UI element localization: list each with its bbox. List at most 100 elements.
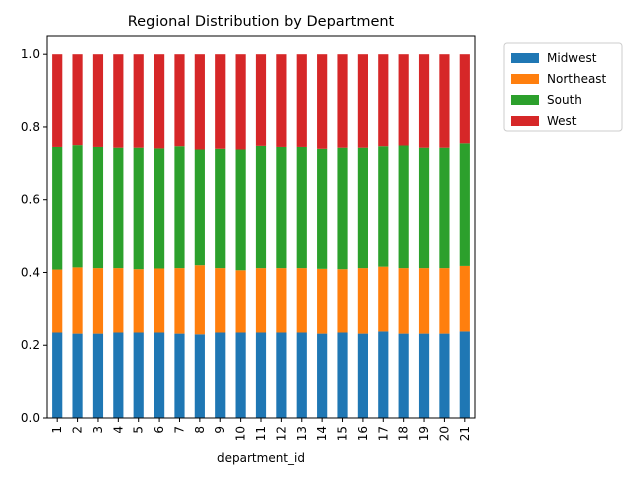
bar-segment-northeast-21: [459, 265, 470, 332]
bar-segment-south-2: [72, 145, 83, 268]
bar-segment-west-15: [337, 54, 348, 148]
bar-segment-south-14: [317, 148, 328, 269]
x-tick-label: 14: [315, 426, 329, 441]
bar-segment-northeast-8: [194, 265, 205, 335]
bar-segment-midwest-5: [133, 332, 144, 418]
bar-segment-south-12: [276, 146, 287, 269]
bar-segment-midwest-18: [398, 333, 409, 418]
bar-segment-northeast-2: [72, 267, 83, 334]
legend-swatch-midwest: [511, 53, 539, 63]
bar-segment-northeast-18: [398, 268, 409, 334]
bar-segment-midwest-20: [439, 333, 450, 418]
y-tick-label: 1.0: [21, 47, 40, 61]
bar-segment-northeast-20: [439, 268, 450, 334]
x-tick-label: 1: [50, 426, 64, 434]
x-tick-label: 9: [213, 426, 227, 434]
bar-segment-northeast-19: [418, 268, 430, 334]
bar-segment-south-4: [113, 147, 124, 269]
bar-segment-south-7: [174, 146, 185, 269]
x-tick-label: 13: [295, 426, 309, 441]
bar-segment-west-21: [459, 54, 470, 144]
x-tick-label: 12: [274, 426, 288, 441]
bar-segment-west-2: [72, 54, 83, 146]
y-tick-label: 0.4: [21, 265, 40, 279]
bar-segment-midwest-15: [337, 332, 348, 418]
legend-swatch-northeast: [511, 74, 539, 84]
bar-segment-midwest-7: [174, 333, 185, 418]
bar-segment-northeast-6: [154, 268, 165, 333]
x-tick-label: 7: [172, 426, 186, 434]
x-tick-label: 15: [336, 426, 350, 441]
bar-segment-south-8: [194, 149, 205, 266]
bar-segment-west-13: [296, 54, 307, 147]
legend-swatch-west: [511, 116, 539, 126]
bar-segment-west-6: [154, 54, 165, 149]
bar-segment-northeast-1: [52, 269, 63, 333]
legend-label-northeast: Northeast: [547, 72, 607, 86]
x-tick-label: 2: [71, 426, 85, 434]
x-tick-label: 20: [437, 426, 451, 441]
x-tick-label: 5: [132, 426, 146, 434]
bar-segment-midwest-11: [255, 332, 267, 418]
bar-segment-midwest-16: [357, 333, 368, 418]
y-tick-label: 0.2: [21, 338, 40, 352]
bar-segment-west-17: [378, 54, 389, 147]
bar-segment-south-16: [357, 147, 368, 269]
bar-segment-midwest-12: [276, 332, 287, 418]
x-tick-label: 17: [376, 426, 390, 441]
bar-segment-northeast-5: [133, 269, 144, 333]
bar-segment-south-15: [337, 147, 348, 270]
bar-segment-northeast-13: [296, 268, 307, 333]
bar-segment-south-1: [52, 146, 63, 270]
bar-segment-midwest-10: [235, 332, 246, 418]
bar-segment-midwest-4: [113, 332, 124, 418]
bar-segment-midwest-21: [459, 331, 470, 418]
bar-segment-northeast-17: [378, 266, 389, 332]
x-tick-label: 21: [458, 426, 472, 441]
bar-segment-northeast-4: [113, 268, 124, 333]
bar-segment-west-8: [194, 54, 205, 150]
bar-segment-northeast-10: [235, 270, 246, 333]
chart-title: Regional Distribution by Department: [128, 14, 395, 30]
y-tick-label: 0.8: [21, 120, 40, 134]
bar-segment-midwest-9: [215, 332, 226, 418]
x-tick-label: 8: [193, 426, 207, 434]
x-tick-label: 11: [254, 426, 268, 441]
bar-segment-midwest-17: [378, 331, 389, 418]
bar-segment-west-5: [133, 54, 144, 148]
x-axis-label: department_id: [217, 451, 305, 465]
legend-box: [503, 42, 623, 132]
bar-segment-midwest-2: [72, 333, 83, 418]
bar-segment-south-6: [154, 148, 165, 269]
legend-label-midwest: Midwest: [547, 51, 597, 65]
x-tick-label: 4: [111, 426, 125, 434]
bar-segment-northeast-3: [92, 268, 104, 334]
bar-segment-west-9: [215, 54, 226, 149]
bar-segment-northeast-15: [337, 269, 348, 333]
bar-segment-west-20: [439, 54, 450, 148]
bar-segment-west-16: [357, 54, 368, 148]
bar-segment-northeast-9: [215, 268, 226, 333]
bar-segment-west-18: [398, 54, 409, 146]
bar-segment-south-5: [133, 147, 144, 270]
bar-segment-south-19: [418, 147, 430, 269]
bar-segment-west-10: [235, 54, 246, 150]
bar-segment-midwest-1: [52, 332, 63, 418]
bar-segment-northeast-11: [255, 268, 267, 333]
bar-segment-south-9: [215, 148, 226, 269]
bar-segment-west-11: [255, 54, 267, 146]
bar-segment-midwest-14: [317, 333, 328, 418]
bar-segment-midwest-19: [418, 333, 430, 418]
bar-segment-northeast-16: [357, 268, 368, 334]
bar-segment-south-13: [296, 146, 307, 269]
legend-swatch-south: [511, 95, 539, 105]
bar-segment-midwest-13: [296, 332, 307, 418]
legend-label-west: West: [547, 114, 577, 128]
bar-segment-south-11: [255, 145, 267, 269]
bar-segment-south-3: [92, 146, 104, 269]
x-tick-label: 16: [356, 426, 370, 441]
bar-segment-south-21: [459, 143, 470, 266]
bar-segment-midwest-3: [92, 333, 104, 418]
